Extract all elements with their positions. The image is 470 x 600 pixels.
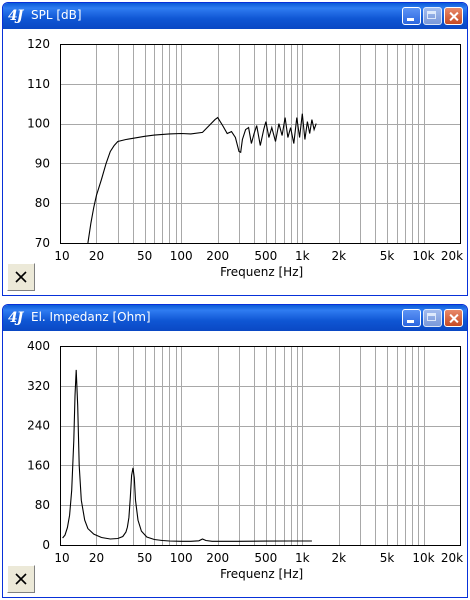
spl-title-bar[interactable]: 4J SPL [dB]	[3, 3, 467, 29]
x-tick-label: 1k	[295, 551, 310, 565]
app-logo-icon[interactable]: 4J	[8, 310, 23, 326]
x-tick-labels: 10 20 50 100 200 500 1k 2k 5k 10k 20k	[54, 249, 463, 263]
x-tick-label: 50	[137, 551, 152, 565]
app-logo-icon[interactable]: 4J	[8, 8, 23, 24]
y-tick-label: 80	[35, 196, 50, 210]
x-tick-label: 100	[170, 249, 193, 263]
close-x-icon	[15, 573, 27, 585]
x-tick-label: 100	[170, 551, 193, 565]
y-tick-label: 320	[27, 379, 50, 393]
plot-frame	[60, 346, 461, 546]
y-tick-label: 100	[27, 117, 50, 131]
series-line	[62, 369, 312, 542]
y-tick-label: 160	[27, 458, 50, 472]
maximize-button[interactable]	[423, 7, 442, 25]
x-tick-label: 10	[54, 551, 69, 565]
y-tick-label: 240	[27, 419, 50, 433]
x-tick-label: 2k	[332, 551, 347, 565]
y-tick-label: 90	[35, 156, 50, 170]
y-tick-label: 80	[35, 498, 50, 512]
x-tick-label: 5k	[380, 249, 395, 263]
x-tick-label: 2k	[332, 249, 347, 263]
reset-zoom-button[interactable]	[7, 263, 35, 291]
x-tick-label: 10k	[412, 551, 434, 565]
spl-chart: 70 80 90 100 110 120 10 20 50 100 200 500 1k 2k 5k 10k…	[27, 37, 463, 279]
impedance-title-bar[interactable]: 4J El. Impedanz [Ohm]	[3, 305, 467, 331]
x-tick-label: 20k	[441, 551, 463, 565]
impedance-window: 4J El. Impedanz [Ohm] 0 80 160 240 320 400 10…	[2, 304, 468, 598]
y-tick-labels: 0 80 160 240 320 400	[27, 339, 50, 552]
spl-chart-area: 70 80 90 100 110 120 10 20 50 100 200 500 1k 2k 5k 10k…	[3, 29, 467, 295]
grid-lines	[60, 346, 460, 545]
x-tick-label: 10k	[412, 249, 434, 263]
y-tick-label: 70	[35, 236, 50, 250]
x-axis-label: Frequenz [Hz]	[220, 567, 303, 581]
x-tick-label: 10	[54, 249, 69, 263]
x-tick-label: 20k	[441, 249, 463, 263]
y-tick-label: 110	[27, 77, 50, 91]
maximize-button[interactable]	[423, 309, 442, 327]
impedance-chart: 0 80 160 240 320 400 10 20 50 100 200 500 1k 2k 5k 10k…	[27, 339, 463, 581]
x-tick-label: 1k	[295, 249, 310, 263]
y-tick-label: 400	[27, 339, 50, 353]
close-x-icon	[15, 271, 27, 283]
reset-zoom-button[interactable]	[7, 565, 35, 593]
window-title: SPL [dB]	[31, 8, 82, 22]
series-group	[62, 369, 312, 542]
x-tick-label: 50	[137, 249, 152, 263]
close-button[interactable]	[444, 309, 463, 327]
x-tick-label: 500	[254, 551, 277, 565]
x-tick-label: 200	[206, 551, 229, 565]
window-title: El. Impedanz [Ohm]	[31, 310, 151, 324]
impedance-chart-area: 0 80 160 240 320 400 10 20 50 100 200 500 1k 2k 5k 10k…	[3, 331, 467, 597]
y-tick-label: 120	[27, 37, 50, 51]
x-tick-label: 200	[206, 249, 229, 263]
y-tick-label: 0	[42, 538, 50, 552]
x-tick-label: 20	[89, 249, 104, 263]
spl-window: 4J SPL [dB] 70 80 90 100 110 120 10 20 50 100 200…	[2, 2, 468, 296]
minimize-button[interactable]	[402, 309, 421, 327]
x-tick-label: 5k	[380, 551, 395, 565]
x-tick-labels: 10 20 50 100 200 500 1k 2k 5k 10k 20k	[54, 551, 463, 565]
x-tick-label: 20	[89, 551, 104, 565]
series-group	[87, 113, 317, 244]
close-button[interactable]	[444, 7, 463, 25]
minimize-button[interactable]	[402, 7, 421, 25]
x-axis-label: Frequenz [Hz]	[220, 265, 303, 279]
plot-frame	[60, 44, 461, 244]
x-tick-label: 500	[254, 249, 277, 263]
grid-lines	[60, 44, 460, 243]
series-line	[87, 113, 317, 244]
y-tick-labels: 70 80 90 100 110 120	[27, 37, 50, 250]
